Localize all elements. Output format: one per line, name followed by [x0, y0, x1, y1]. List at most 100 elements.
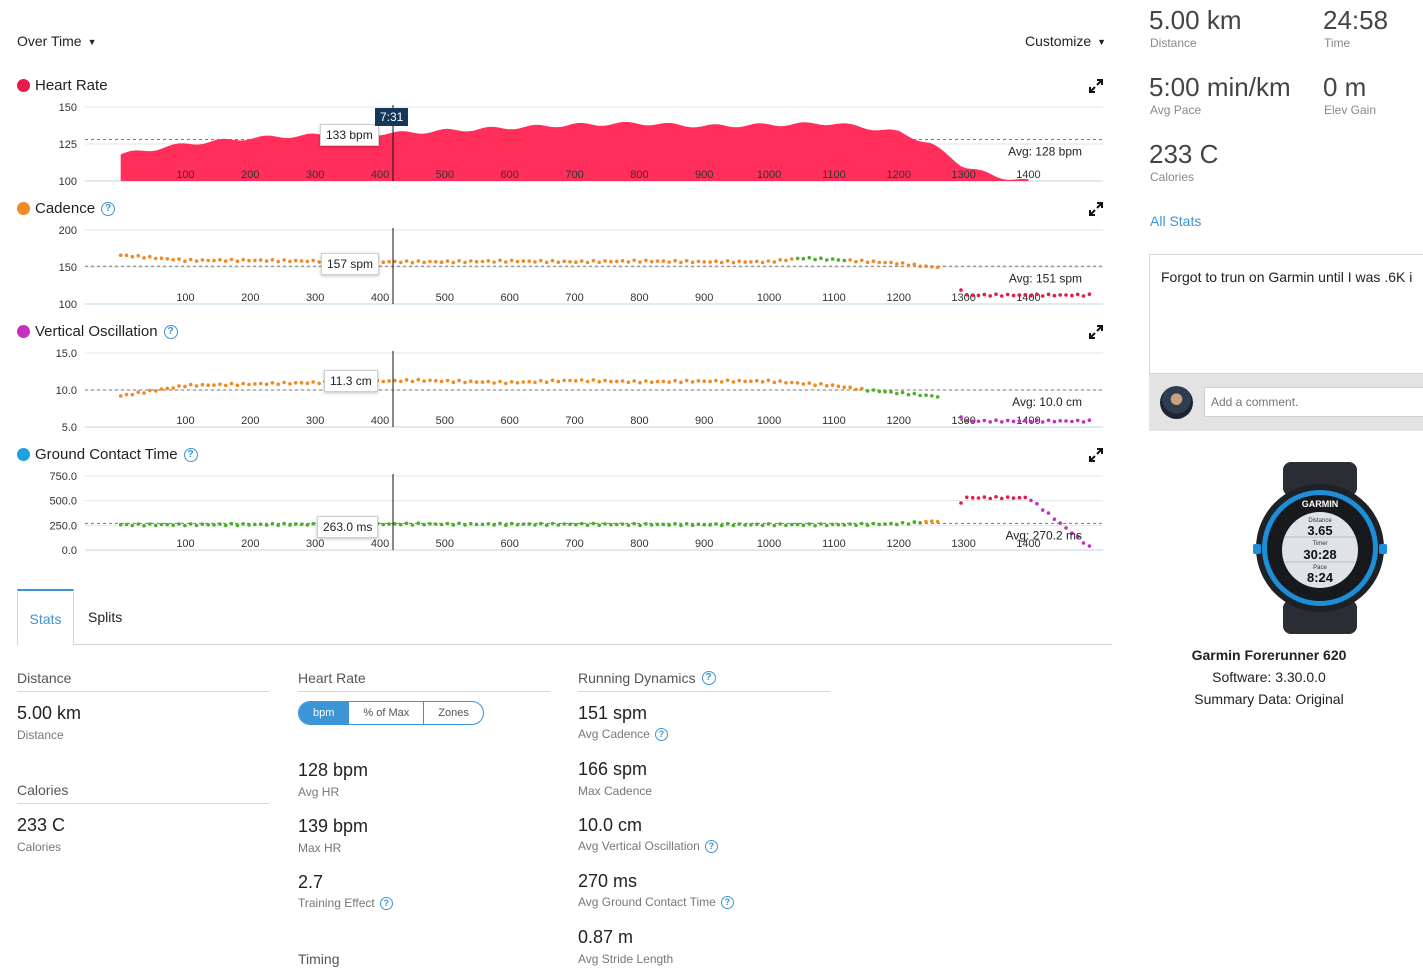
vo-point	[684, 378, 689, 383]
gct-point	[556, 523, 561, 527]
cadence-point	[311, 258, 316, 263]
hr-y-tick: 150	[59, 102, 77, 114]
avg-cadence-label: Avg Cadence?	[578, 727, 668, 741]
help-icon[interactable]: ?	[704, 839, 718, 853]
vo-point	[1035, 418, 1039, 422]
help-icon[interactable]: ?	[183, 447, 198, 462]
vo-point	[807, 381, 812, 385]
ground-contact-time-plot[interactable]: 750.0 500.0 250.0 0.0 100 200 300 400 500 600 700 8…	[0, 446, 1120, 569]
gct-point	[311, 521, 316, 526]
gct-point	[924, 519, 928, 524]
gct-point	[930, 519, 934, 523]
vo-x-tick: 600	[501, 415, 519, 427]
help-icon[interactable]: ?	[101, 201, 116, 216]
gct-point	[270, 521, 275, 526]
vo-point	[930, 394, 934, 398]
heart-rate-hover-value: 133 bpm	[320, 124, 379, 146]
cadence-point	[229, 257, 234, 262]
vo-y-tick: 5.0	[62, 422, 77, 434]
cadence-point	[153, 256, 158, 261]
cadence-point	[200, 258, 205, 262]
vo-point	[1000, 420, 1004, 424]
vo-point	[171, 386, 175, 390]
comment-bar	[1149, 374, 1423, 431]
tab-splits[interactable]: Splits	[88, 609, 123, 625]
cadence-point	[912, 262, 917, 267]
gct-point	[708, 523, 712, 527]
hr-x-tick: 1300	[951, 169, 975, 181]
avg-gct-label-text: Avg Ground Contact Time	[578, 895, 716, 909]
heart-rate-plot[interactable]: 150 125 100 100 200 300 400 500 600 700 800 900 1000…	[0, 77, 1120, 200]
avg-vo-label-text: Avg Vertical Oscillation	[578, 839, 700, 853]
gct-point	[854, 523, 858, 528]
cadence-point	[626, 260, 631, 264]
gct-point	[550, 521, 555, 526]
toggle-bpm[interactable]: bpm	[299, 702, 349, 724]
cadence-point	[813, 257, 817, 262]
expand-icon[interactable]	[1089, 79, 1103, 93]
gct-point	[912, 520, 917, 524]
vo-point	[253, 382, 257, 386]
hr-x-tick: 1400	[1016, 169, 1040, 181]
comment-input[interactable]	[1204, 387, 1423, 417]
vo-point	[1029, 419, 1033, 424]
vertical-oscillation-title-label: Vertical Oscillation	[35, 323, 158, 340]
cadence-x-tick: 600	[501, 292, 519, 304]
vo-point	[1017, 419, 1022, 423]
cadence-x-tick: 1100	[822, 292, 846, 304]
gct-point	[970, 496, 975, 500]
help-icon[interactable]: ?	[654, 727, 668, 741]
vo-point	[188, 382, 193, 387]
toggle-percent-max[interactable]: % of Max	[348, 702, 423, 724]
help-icon[interactable]: ?	[701, 671, 716, 685]
cadence-point	[714, 259, 718, 263]
cadence-point	[550, 258, 555, 263]
gct-point	[486, 522, 491, 526]
gct-point	[1087, 544, 1092, 548]
expand-icon[interactable]	[1089, 448, 1103, 462]
ground-contact-time-title-label: Ground Contact Time	[35, 446, 178, 463]
help-icon[interactable]: ?	[379, 896, 393, 910]
cadence-point	[469, 259, 473, 263]
help-icon[interactable]: ?	[163, 324, 178, 339]
vo-point	[667, 380, 671, 384]
gct-point	[422, 522, 426, 527]
cadence-point	[1081, 294, 1086, 298]
cadence-point	[574, 260, 578, 264]
gct-point	[935, 519, 940, 524]
toggle-zones[interactable]: Zones	[423, 702, 483, 724]
activity-notes[interactable]: Forgot to trun on Garmin until I was .6K…	[1149, 254, 1423, 374]
vertical-oscillation-plot[interactable]: 15.0 10.0 5.0 100 200 300 400 500 600 700 800 900 10…	[0, 323, 1120, 446]
vo-point	[708, 379, 712, 384]
vo-point	[895, 391, 899, 396]
vo-point	[504, 381, 508, 386]
gct-point	[498, 521, 502, 526]
tab-bar: Stats Splits	[17, 589, 1112, 646]
vo-point	[865, 389, 870, 393]
vo-point	[124, 392, 129, 397]
cadence-plot[interactable]: 200 150 100 100 200 300 400 500 600 700 800 900 1000…	[0, 200, 1120, 323]
cadence-point	[264, 259, 269, 263]
cadence-point	[387, 259, 391, 264]
vo-point	[428, 378, 432, 383]
cadence-point	[982, 292, 987, 297]
vo-point	[848, 385, 852, 389]
help-icon[interactable]: ?	[720, 895, 734, 909]
gct-point	[620, 522, 625, 526]
all-stats-link[interactable]: All Stats	[1150, 213, 1202, 229]
calories-label: Calories	[17, 840, 62, 854]
expand-icon[interactable]	[1089, 202, 1103, 216]
gct-point	[807, 522, 812, 526]
vo-point	[614, 379, 619, 384]
customize-dropdown[interactable]: Customize ▼	[1025, 33, 1106, 49]
cadence-point	[410, 260, 415, 265]
vo-point	[439, 379, 444, 384]
over-time-dropdown[interactable]: Over Time ▼	[17, 33, 97, 49]
cadence-point	[416, 259, 421, 263]
avg-cadence-label-text: Avg Cadence	[578, 727, 650, 741]
cadence-x-tick: 1400	[1016, 292, 1040, 304]
tab-stats[interactable]: Stats	[17, 589, 74, 646]
expand-icon[interactable]	[1089, 325, 1103, 339]
cadence-point	[620, 259, 625, 263]
gct-point	[673, 522, 677, 526]
